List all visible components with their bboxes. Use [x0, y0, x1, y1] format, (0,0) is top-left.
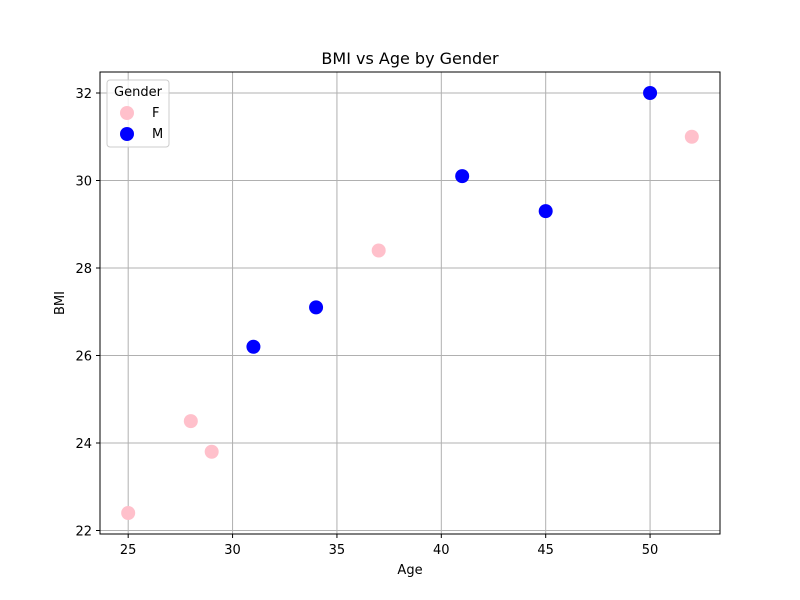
data-point-m — [309, 300, 324, 315]
y-axis-label: BMI — [53, 291, 68, 315]
x-tick-label: 40 — [433, 543, 450, 558]
chart-title: BMI vs Age by Gender — [321, 49, 499, 68]
legend-marker-f — [120, 106, 134, 120]
grid — [100, 72, 720, 534]
x-axis-ticks: 25 30 35 40 45 50 — [120, 534, 658, 558]
y-tick-label: 26 — [75, 350, 92, 365]
x-tick-label: 45 — [537, 543, 554, 558]
x-tick-label: 35 — [329, 543, 346, 558]
data-point-m — [538, 204, 553, 219]
y-axis-ticks: 22 24 26 28 30 32 — [75, 87, 100, 540]
data-point-f — [684, 129, 699, 144]
data-point-m — [246, 339, 261, 354]
x-tick-label: 25 — [120, 543, 137, 558]
data-point-f — [371, 243, 386, 258]
x-tick-label: 50 — [642, 543, 659, 558]
data-point-f — [204, 444, 219, 459]
y-tick-label: 32 — [75, 87, 92, 102]
y-tick-label: 30 — [75, 175, 92, 190]
legend-label-m: M — [152, 127, 163, 142]
data-point-f — [183, 414, 198, 429]
data-point-m — [455, 169, 470, 184]
y-tick-label: 22 — [75, 525, 92, 540]
plot-frame — [99, 71, 721, 535]
data-point-f — [121, 506, 136, 520]
data-point-m — [643, 86, 658, 100]
x-axis-label: Age — [397, 563, 422, 578]
legend-marker-m — [120, 127, 134, 141]
legend-title: Gender — [114, 85, 163, 100]
y-tick-label: 24 — [75, 437, 92, 452]
legend-label-f: F — [152, 106, 159, 121]
data-points — [121, 86, 699, 520]
x-tick-label: 30 — [224, 543, 241, 558]
y-tick-label: 28 — [75, 262, 92, 277]
legend: Gender FM — [106, 79, 170, 148]
